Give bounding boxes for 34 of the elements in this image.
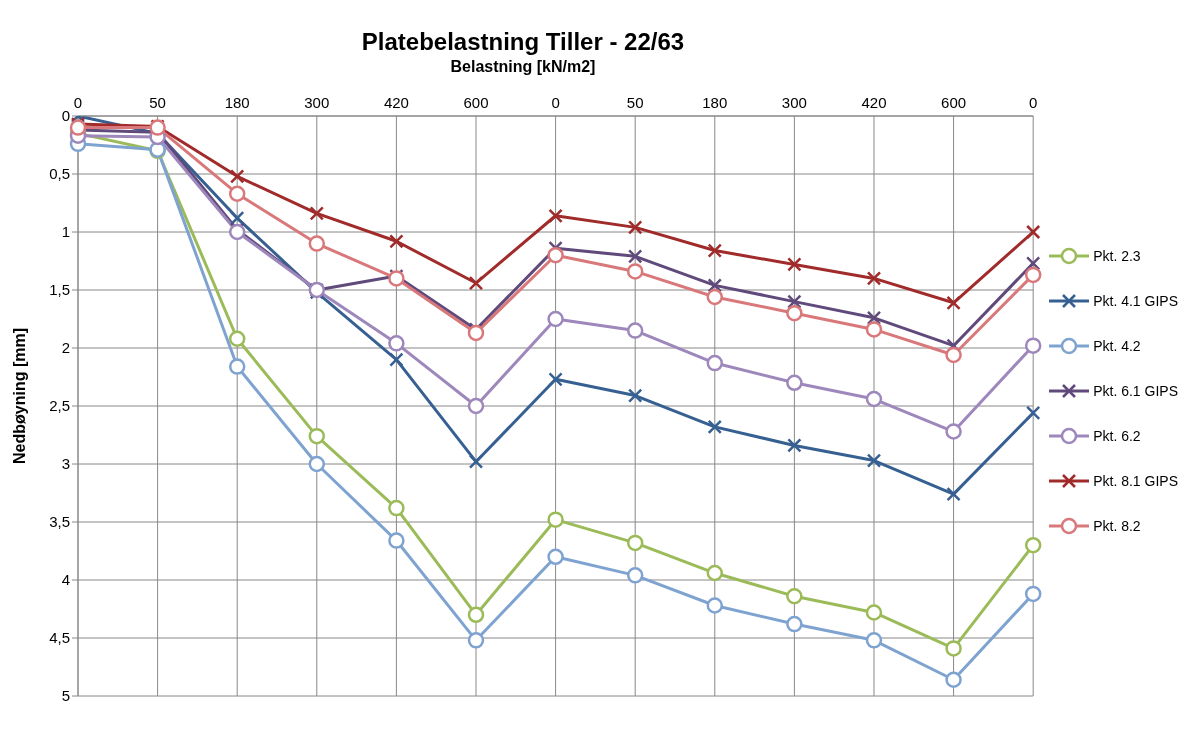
y-tick-label: 3,5: [49, 513, 70, 531]
x-tick-label: 420: [383, 94, 409, 111]
x-tick-label: 600: [463, 94, 489, 111]
y-tick-label: 5: [61, 687, 70, 705]
legend-label: Pkt. 4.2: [1093, 338, 1141, 354]
y-tick-label: 3: [61, 455, 70, 473]
legend-label: Pkt. 4.1 GIPS: [1093, 293, 1178, 309]
y-tick-label: 0,5: [49, 165, 70, 183]
y-tick-label: 1: [61, 223, 70, 241]
y-axis-title: Nedbøyning [mm]: [11, 328, 29, 464]
x-tick-label: 0: [551, 94, 560, 111]
y-tick-label: 0: [61, 107, 70, 125]
x-tick-label: 50: [149, 94, 166, 111]
legend-label: Pkt. 8.2: [1093, 518, 1141, 534]
x-tick-label: 420: [861, 94, 887, 111]
x-tick-label: 180: [224, 94, 250, 111]
y-tick-label: 4: [61, 571, 70, 589]
x-tick-label: 600: [941, 94, 967, 111]
x-tick-label: 0: [1029, 94, 1038, 111]
x-tick-label: 300: [304, 94, 330, 111]
legend-label: Pkt. 6.1 GIPS: [1093, 383, 1178, 399]
x-tick-label: 300: [781, 94, 807, 111]
y-tick-label: 2,5: [49, 397, 70, 415]
legend-label: Pkt. 6.2: [1093, 428, 1141, 444]
chart-title: Platebelastning Tiller - 22/63: [360, 28, 686, 56]
legend-label: Pkt. 8.1 GIPS: [1093, 473, 1178, 489]
x-tick-label: 180: [702, 94, 728, 111]
y-tick-label: 1,5: [49, 281, 70, 299]
y-tick-label: 2: [61, 339, 70, 357]
y-tick-label: 4,5: [49, 629, 70, 647]
x-tick-label: 50: [626, 94, 644, 111]
x-axis-title: Belastning [kN/m2]: [449, 58, 597, 76]
legend-label: Pkt. 2.3: [1093, 248, 1141, 264]
x-tick-label: 0: [73, 94, 83, 111]
